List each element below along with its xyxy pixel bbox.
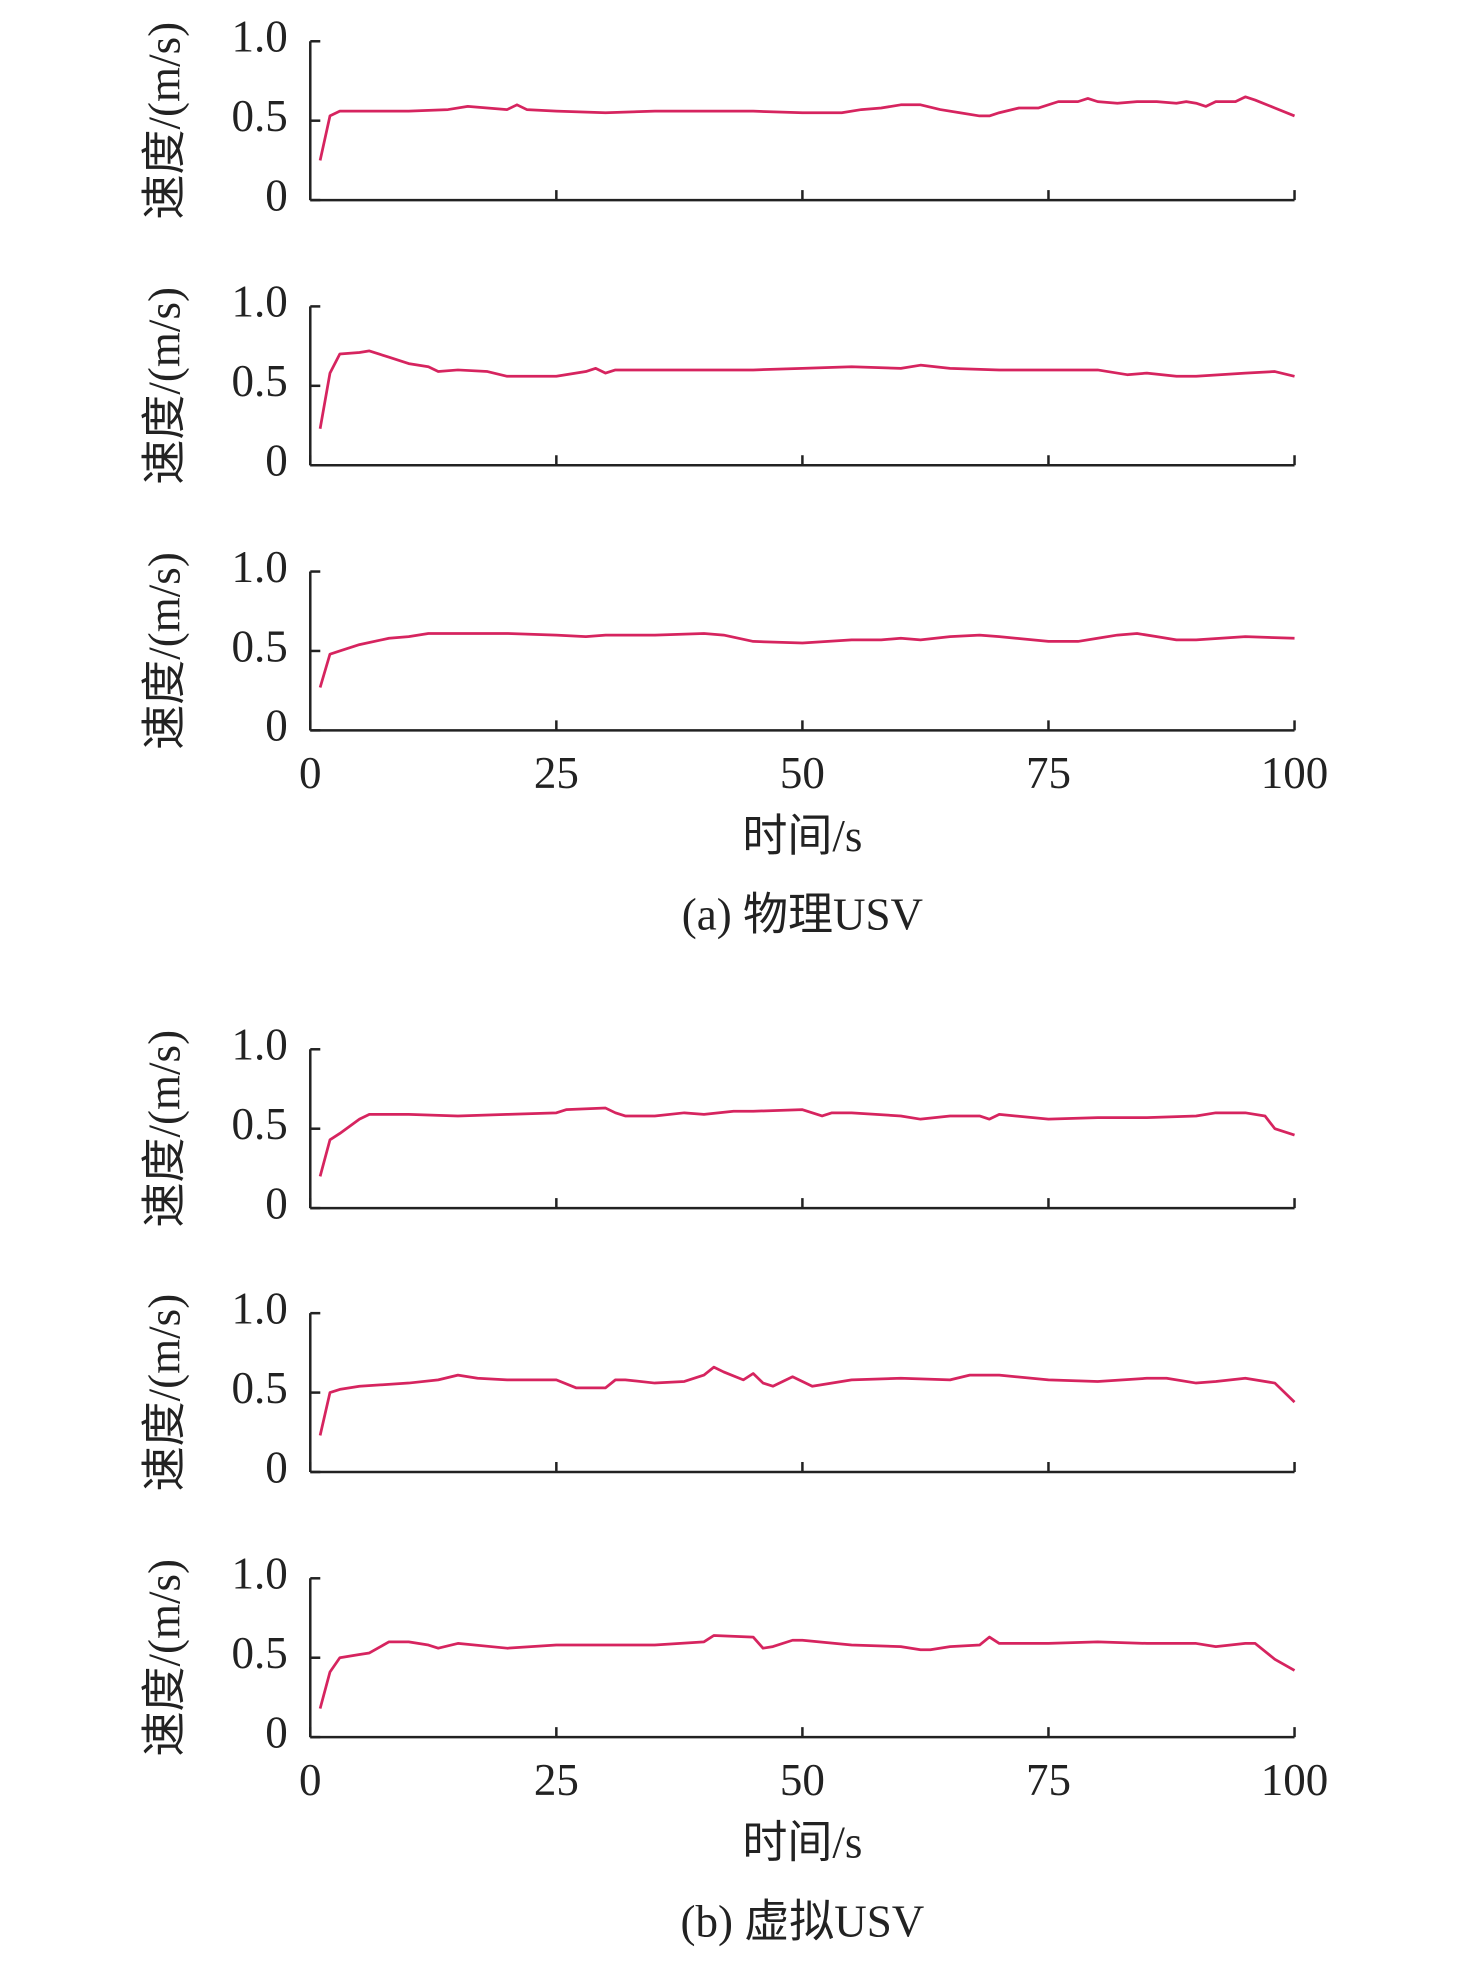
y-tick-label: 0 [265, 1707, 288, 1757]
y-tick-label: 1.0 [231, 542, 287, 592]
x-tick-label: 100 [1261, 1755, 1329, 1805]
y-axis-label: 速度/(m/s) [139, 1294, 189, 1492]
x-tick-label: 0 [299, 1755, 322, 1805]
caption: (a) 物理USV [682, 890, 923, 940]
y-axis-label: 速度/(m/s) [139, 552, 189, 750]
x-tick-label: 0 [299, 748, 322, 798]
y-axis-label: 速度/(m/s) [139, 1030, 189, 1228]
y-tick-label: 0.5 [231, 91, 287, 141]
x-tick-label: 75 [1026, 1755, 1071, 1805]
y-tick-label: 0 [265, 436, 288, 486]
x-tick-label: 50 [780, 748, 825, 798]
y-tick-label: 1.0 [231, 1549, 287, 1599]
data-line [318, 95, 1296, 161]
y-tick-label: 0.5 [231, 621, 287, 671]
y-axis-label: 速度/(m/s) [139, 287, 189, 485]
y-tick-label: 0.5 [231, 1628, 287, 1678]
data-line [318, 1106, 1295, 1177]
data-line [318, 349, 1295, 429]
x-tick-label: 50 [780, 1755, 825, 1805]
y-axis-label: 速度/(m/s) [139, 1559, 189, 1757]
y-tick-label: 0.5 [231, 1099, 287, 1149]
y-tick-label: 1.0 [231, 277, 287, 327]
x-tick-label: 25 [534, 748, 579, 798]
data-line [318, 1365, 1296, 1436]
x-axis-label: 时间/s [742, 1818, 862, 1868]
y-tick-label: 1.0 [231, 12, 287, 62]
y-tick-label: 0.5 [231, 1363, 287, 1413]
y-tick-label: 0 [265, 170, 288, 220]
y-tick-label: 0 [265, 701, 288, 751]
y-axis-label: 速度/(m/s) [139, 22, 189, 220]
x-tick-label: 75 [1026, 748, 1071, 798]
x-tick-label: 25 [534, 1755, 579, 1805]
data-line [318, 632, 1295, 688]
y-tick-label: 1.0 [231, 1020, 287, 1070]
x-axis-label: 时间/s [742, 811, 862, 861]
caption: (b) 虚拟USV [680, 1896, 924, 1946]
y-tick-label: 0 [265, 1178, 288, 1228]
data-line [318, 1634, 1296, 1709]
y-tick-label: 0 [265, 1442, 288, 1492]
y-tick-label: 1.0 [231, 1283, 287, 1333]
x-tick-label: 100 [1261, 748, 1329, 798]
y-tick-label: 0.5 [231, 356, 287, 406]
